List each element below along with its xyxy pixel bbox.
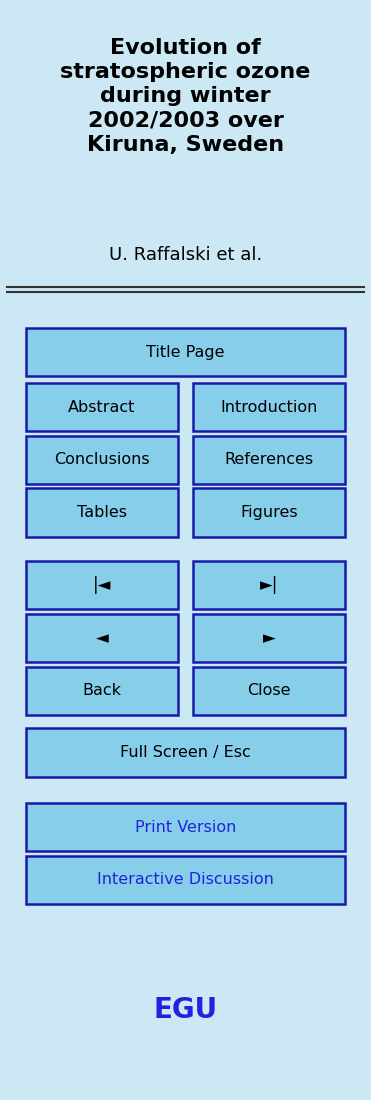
- FancyBboxPatch shape: [26, 614, 178, 662]
- FancyBboxPatch shape: [193, 614, 345, 662]
- Text: Print Version: Print Version: [135, 820, 236, 835]
- Text: Evolution of
stratospheric ozone
during winter
2002/2003 over
Kiruna, Sweden: Evolution of stratospheric ozone during …: [60, 39, 311, 154]
- Text: Abstract: Abstract: [68, 399, 136, 415]
- FancyBboxPatch shape: [26, 803, 345, 851]
- Text: Back: Back: [82, 683, 122, 698]
- FancyBboxPatch shape: [193, 667, 345, 715]
- FancyBboxPatch shape: [193, 561, 345, 609]
- Text: |◄: |◄: [93, 576, 111, 594]
- FancyBboxPatch shape: [193, 383, 345, 431]
- FancyBboxPatch shape: [26, 561, 178, 609]
- Text: Tables: Tables: [77, 505, 127, 520]
- FancyBboxPatch shape: [26, 728, 345, 777]
- Text: Close: Close: [247, 683, 291, 698]
- Text: Introduction: Introduction: [220, 399, 318, 415]
- FancyBboxPatch shape: [26, 328, 345, 376]
- Text: ►|: ►|: [260, 576, 278, 594]
- FancyBboxPatch shape: [193, 436, 345, 484]
- Text: Interactive Discussion: Interactive Discussion: [97, 872, 274, 888]
- Text: References: References: [224, 452, 313, 468]
- Text: Figures: Figures: [240, 505, 298, 520]
- Text: Full Screen / Esc: Full Screen / Esc: [120, 745, 251, 760]
- Text: Title Page: Title Page: [146, 344, 225, 360]
- FancyBboxPatch shape: [26, 667, 178, 715]
- Text: U. Raffalski et al.: U. Raffalski et al.: [109, 246, 262, 264]
- Text: Conclusions: Conclusions: [54, 452, 150, 468]
- FancyBboxPatch shape: [26, 383, 178, 431]
- FancyBboxPatch shape: [193, 488, 345, 537]
- Text: ◄: ◄: [96, 629, 108, 647]
- FancyBboxPatch shape: [26, 488, 178, 537]
- Text: EGU: EGU: [154, 996, 217, 1024]
- Text: ►: ►: [263, 629, 275, 647]
- FancyBboxPatch shape: [26, 856, 345, 904]
- FancyBboxPatch shape: [26, 436, 178, 484]
